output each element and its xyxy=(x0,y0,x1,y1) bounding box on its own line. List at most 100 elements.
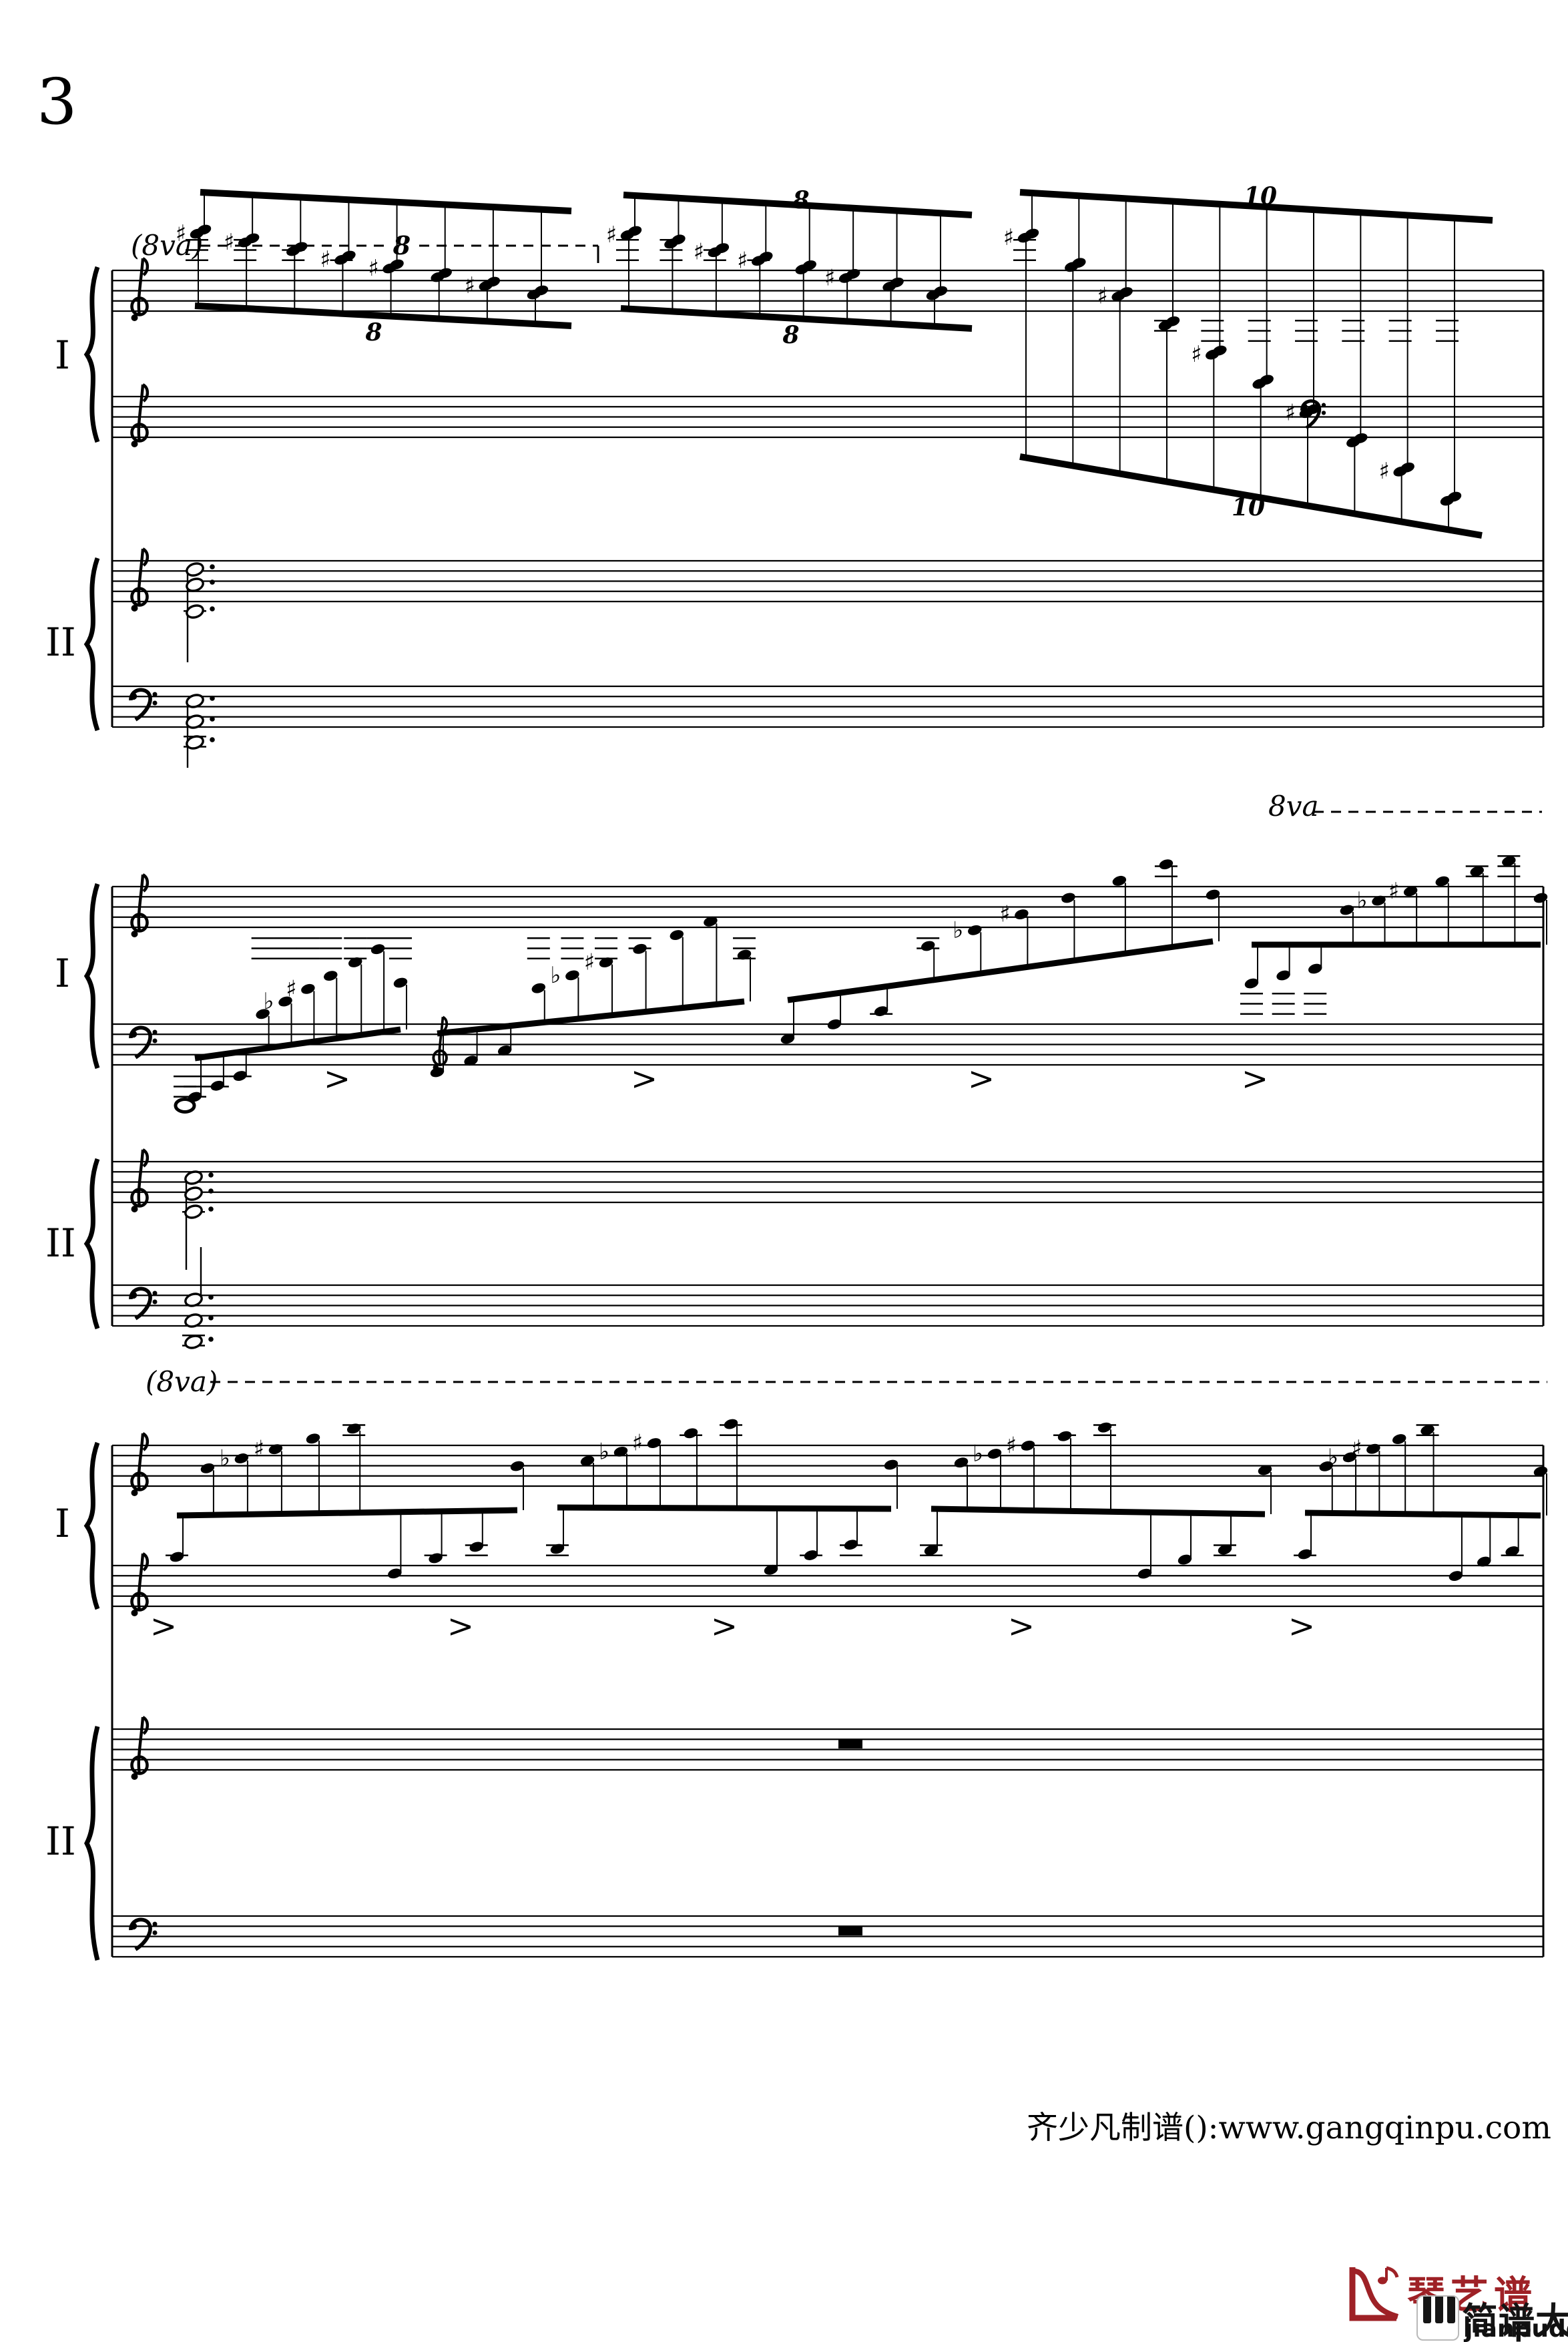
system-2-part-II: II xyxy=(45,1148,1543,1330)
ottava-line: 8va xyxy=(1268,790,1542,823)
svg-text:♯: ♯ xyxy=(1388,878,1399,905)
treble-clef-icon xyxy=(130,257,150,321)
staff xyxy=(112,383,1543,447)
svg-text:♭: ♭ xyxy=(1328,1444,1338,1471)
svg-text:♭: ♭ xyxy=(263,988,274,1015)
svg-text:II: II xyxy=(45,1819,76,1864)
treble-clef-icon xyxy=(130,1552,150,1616)
svg-text:♯: ♯ xyxy=(999,901,1010,928)
staff xyxy=(112,257,1543,321)
svg-text:♯: ♯ xyxy=(694,239,704,266)
svg-text:♯: ♯ xyxy=(1285,400,1296,427)
bass-clef-icon xyxy=(129,1917,158,1951)
system-3-part-I: I xyxy=(55,1432,1543,1616)
beamed-run: ♭♯ xyxy=(430,916,756,1078)
beamed-run: ♭♯ xyxy=(1294,1424,1548,1581)
beamed-run: ♯ ♯ ♯ ♯ ♯ 10 10 xyxy=(1003,182,1493,539)
accent-marks: > > > > > xyxy=(150,1608,1315,1645)
site-domain-text: jianpudq.com xyxy=(1465,2315,1568,2342)
bass-clef-icon xyxy=(129,688,158,722)
system-3: III(8va)♭ ♯ ♭ ♯ ♭ ♯ ♭ ♯> > > > > xyxy=(45,1365,1548,1961)
svg-text:I: I xyxy=(55,951,70,996)
svg-text:♯: ♯ xyxy=(1006,1432,1017,1459)
treble-clef-icon xyxy=(130,1716,150,1780)
ottava-line: (8va) xyxy=(146,1365,1547,1398)
svg-text:♯: ♯ xyxy=(606,222,617,248)
svg-text:8: 8 xyxy=(364,318,382,346)
svg-text:♭: ♭ xyxy=(550,962,561,989)
svg-text:10: 10 xyxy=(1244,182,1277,210)
accent-marks: > > > > xyxy=(324,1060,1268,1098)
system-1-part-I: I xyxy=(55,257,1543,447)
staff xyxy=(112,1284,1543,1327)
svg-text:♯: ♯ xyxy=(824,264,835,291)
staff xyxy=(112,547,1543,612)
staff xyxy=(112,1148,1543,1212)
svg-text:>: > xyxy=(711,1608,738,1645)
svg-text:♯: ♯ xyxy=(1003,224,1014,251)
svg-text:♯: ♯ xyxy=(737,248,748,274)
treble-clef-icon xyxy=(130,383,150,447)
svg-text:♯: ♯ xyxy=(1191,341,1202,368)
svg-text:♯: ♯ xyxy=(584,949,595,976)
svg-text:>: > xyxy=(1008,1608,1035,1645)
staff xyxy=(112,1552,1543,1616)
svg-text:>: > xyxy=(968,1060,995,1098)
svg-text:>: > xyxy=(1288,1608,1315,1645)
svg-text:♭: ♭ xyxy=(973,1441,983,1467)
svg-text:8: 8 xyxy=(782,321,799,349)
beamed-run: ♭♯ xyxy=(780,859,1220,1044)
svg-text:♯: ♯ xyxy=(632,1430,643,1457)
piano-key-black xyxy=(1447,2297,1455,2323)
staff xyxy=(112,873,1543,937)
svg-text:(8va): (8va) xyxy=(146,1365,218,1398)
svg-text:♯: ♯ xyxy=(1097,283,1107,310)
svg-text:♯: ♯ xyxy=(254,1436,264,1463)
svg-text:I: I xyxy=(55,332,70,378)
svg-text:♭: ♭ xyxy=(599,1438,609,1465)
svg-text:♯: ♯ xyxy=(465,272,475,299)
staff xyxy=(112,1915,1543,1958)
svg-text:♯: ♯ xyxy=(368,255,378,282)
svg-text:>: > xyxy=(447,1608,474,1645)
beamed-run: ♭♯ xyxy=(1240,855,1548,1015)
svg-text:>: > xyxy=(150,1608,177,1645)
chord xyxy=(184,694,215,768)
whole-rest xyxy=(838,1740,862,1748)
svg-text:>: > xyxy=(631,1060,658,1098)
svg-text:♯: ♯ xyxy=(320,246,330,273)
staff xyxy=(112,1432,1543,1496)
brand-logo-icon xyxy=(1349,2266,1399,2321)
svg-text:>: > xyxy=(324,1060,350,1098)
svg-text:♭: ♭ xyxy=(953,917,963,943)
treble-clef-icon xyxy=(432,1015,449,1071)
svg-text:♯: ♯ xyxy=(176,220,186,247)
treble-clef-icon xyxy=(130,1432,150,1496)
piano-keys-icon xyxy=(1416,2295,1459,2341)
svg-text:♭: ♭ xyxy=(220,1445,230,1471)
beamed-run: ♭♯ xyxy=(920,1422,1272,1579)
svg-text:8va: 8va xyxy=(1268,790,1319,823)
engraver-credit: 齐少凡制谱():www.gangqinpu.com xyxy=(1027,2110,1551,2146)
svg-text:II: II xyxy=(45,620,76,665)
staff xyxy=(112,1716,1543,1780)
system-2-part-I: I xyxy=(55,873,1543,1071)
svg-text:II: II xyxy=(45,1220,76,1266)
svg-text:10: 10 xyxy=(1232,493,1265,521)
svg-text:♯: ♯ xyxy=(224,229,234,256)
piano-key-black xyxy=(1423,2297,1431,2323)
beamed-run: ♯ ♯ ♯ ♯ 8 8 xyxy=(606,186,973,349)
svg-text:>: > xyxy=(1242,1060,1268,1098)
svg-text:I: I xyxy=(55,1501,70,1546)
beamed-run: ♭♯ xyxy=(166,1423,525,1579)
treble-clef-icon xyxy=(130,873,150,937)
whole-note xyxy=(174,1075,196,1114)
site-name-text: 简谱大全 xyxy=(1462,2300,1568,2342)
beamed-run: ♭♯ xyxy=(184,937,412,1102)
ottava-line: (8va) 8 xyxy=(131,229,599,263)
page-number: 3 xyxy=(37,65,77,139)
system-1-part-II: II xyxy=(45,547,1543,732)
